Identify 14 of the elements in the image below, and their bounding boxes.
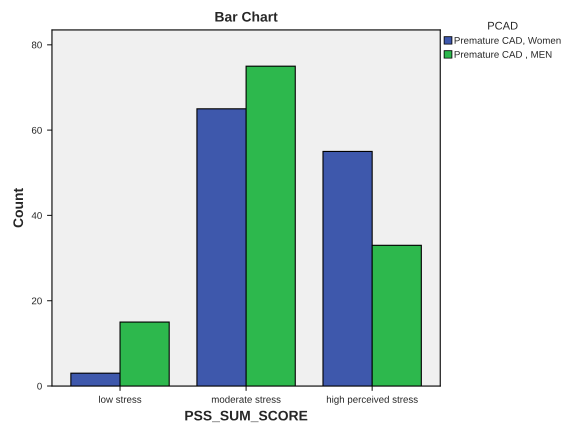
y-tick-label: 40 xyxy=(32,212,42,220)
y-tick-label: 80 xyxy=(32,42,42,48)
chart-title: Bar Chart xyxy=(215,11,278,22)
x-tick-label: high perceived stress xyxy=(326,396,418,405)
x-tick-label: low stress xyxy=(99,396,142,403)
x-axis-title: PSS_SUM_SCORE xyxy=(185,410,308,422)
legend-label: Premature CAD , MEN xyxy=(454,50,552,60)
x-tick-label: moderate stress xyxy=(212,396,281,403)
legend-title: PCAD xyxy=(488,22,518,30)
y-tick-label: 20 xyxy=(32,297,42,304)
legend-label: Premature CAD, Women xyxy=(454,37,561,46)
y-tick-label: 60 xyxy=(32,126,42,134)
y-tick-label: 0 xyxy=(37,382,42,390)
y-axis-title: Count xyxy=(13,188,24,228)
